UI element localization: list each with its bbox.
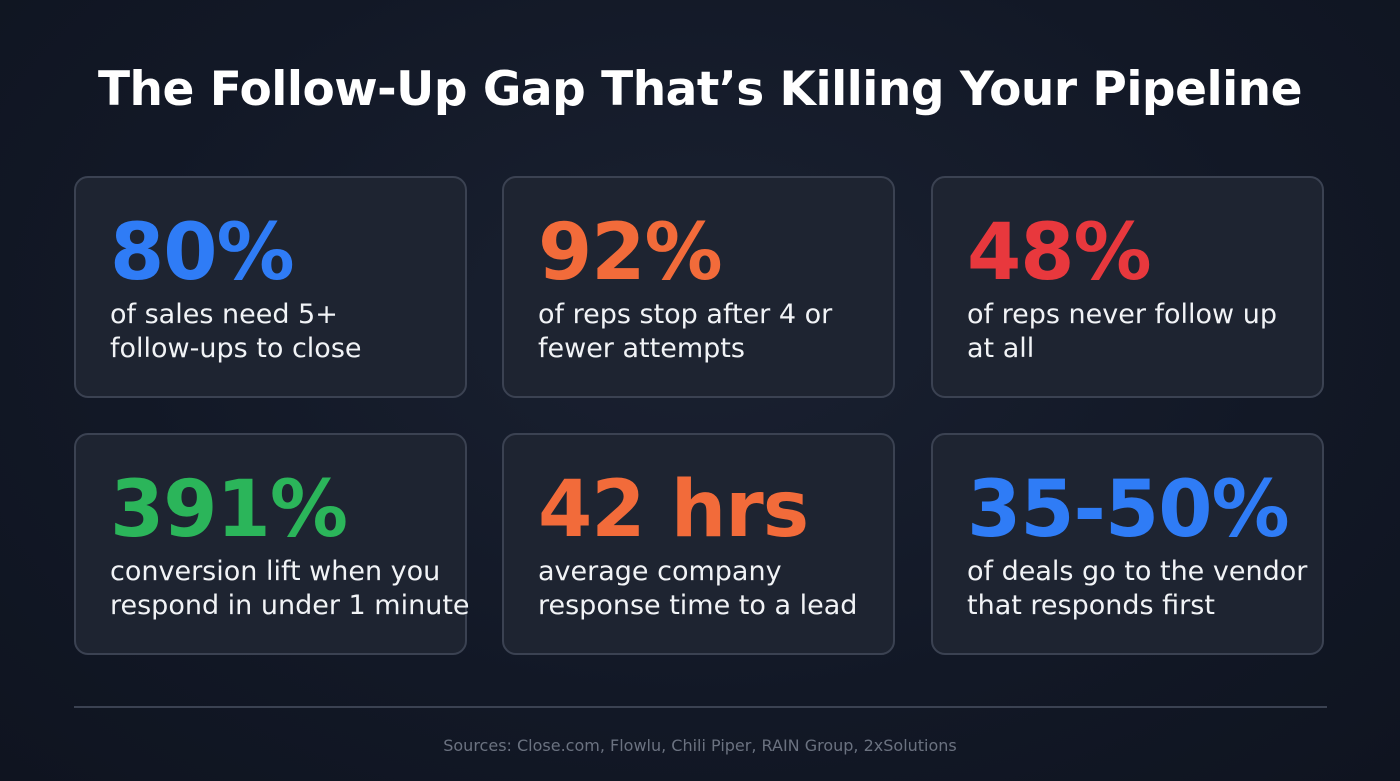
stat-description: of sales need 5+ (110, 299, 338, 330)
stat-description: that responds first (967, 590, 1215, 621)
stat-card: 42 hrs average company response time to a … (502, 433, 895, 655)
stat-value: 42 hrs (538, 465, 809, 555)
stat-description: response time to a lead (538, 590, 858, 621)
stat-description: follow-ups to close (110, 333, 362, 364)
sources: Sources: Close.com, Flowlu, Chili Piper,… (443, 736, 957, 755)
stat-description: respond in under 1 minute (110, 590, 470, 621)
stat-value: 35-50% (967, 465, 1290, 555)
stat-description: of reps stop after 4 or (538, 299, 833, 330)
stat-description: fewer attempts (538, 333, 745, 364)
stat-value: 391% (110, 465, 348, 555)
divider (74, 706, 1327, 708)
stat-card: 92% of reps stop after 4 or fewer attempts (502, 176, 895, 398)
stat-description: of reps never follow up (967, 299, 1277, 330)
stat-description: average company (538, 556, 782, 587)
stat-card: 35-50% of deals go to the vendor that resp… (931, 433, 1324, 655)
stat-value: 92% (538, 208, 723, 298)
stat-card: 391% conversion lift when you respond in u… (74, 433, 470, 655)
title: The Follow-Up Gap That’s Killing Your Pi… (97, 62, 1303, 117)
stat-card: 48% of reps never follow up at all (931, 176, 1324, 398)
stat-description: conversion lift when you (110, 556, 441, 587)
stat-card: 80% of sales need 5+ follow-ups to close (74, 176, 467, 398)
stat-description: of deals go to the vendor (967, 556, 1308, 587)
stat-description: at all (967, 333, 1035, 364)
stat-value: 80% (110, 208, 295, 298)
stat-value: 48% (967, 208, 1152, 298)
